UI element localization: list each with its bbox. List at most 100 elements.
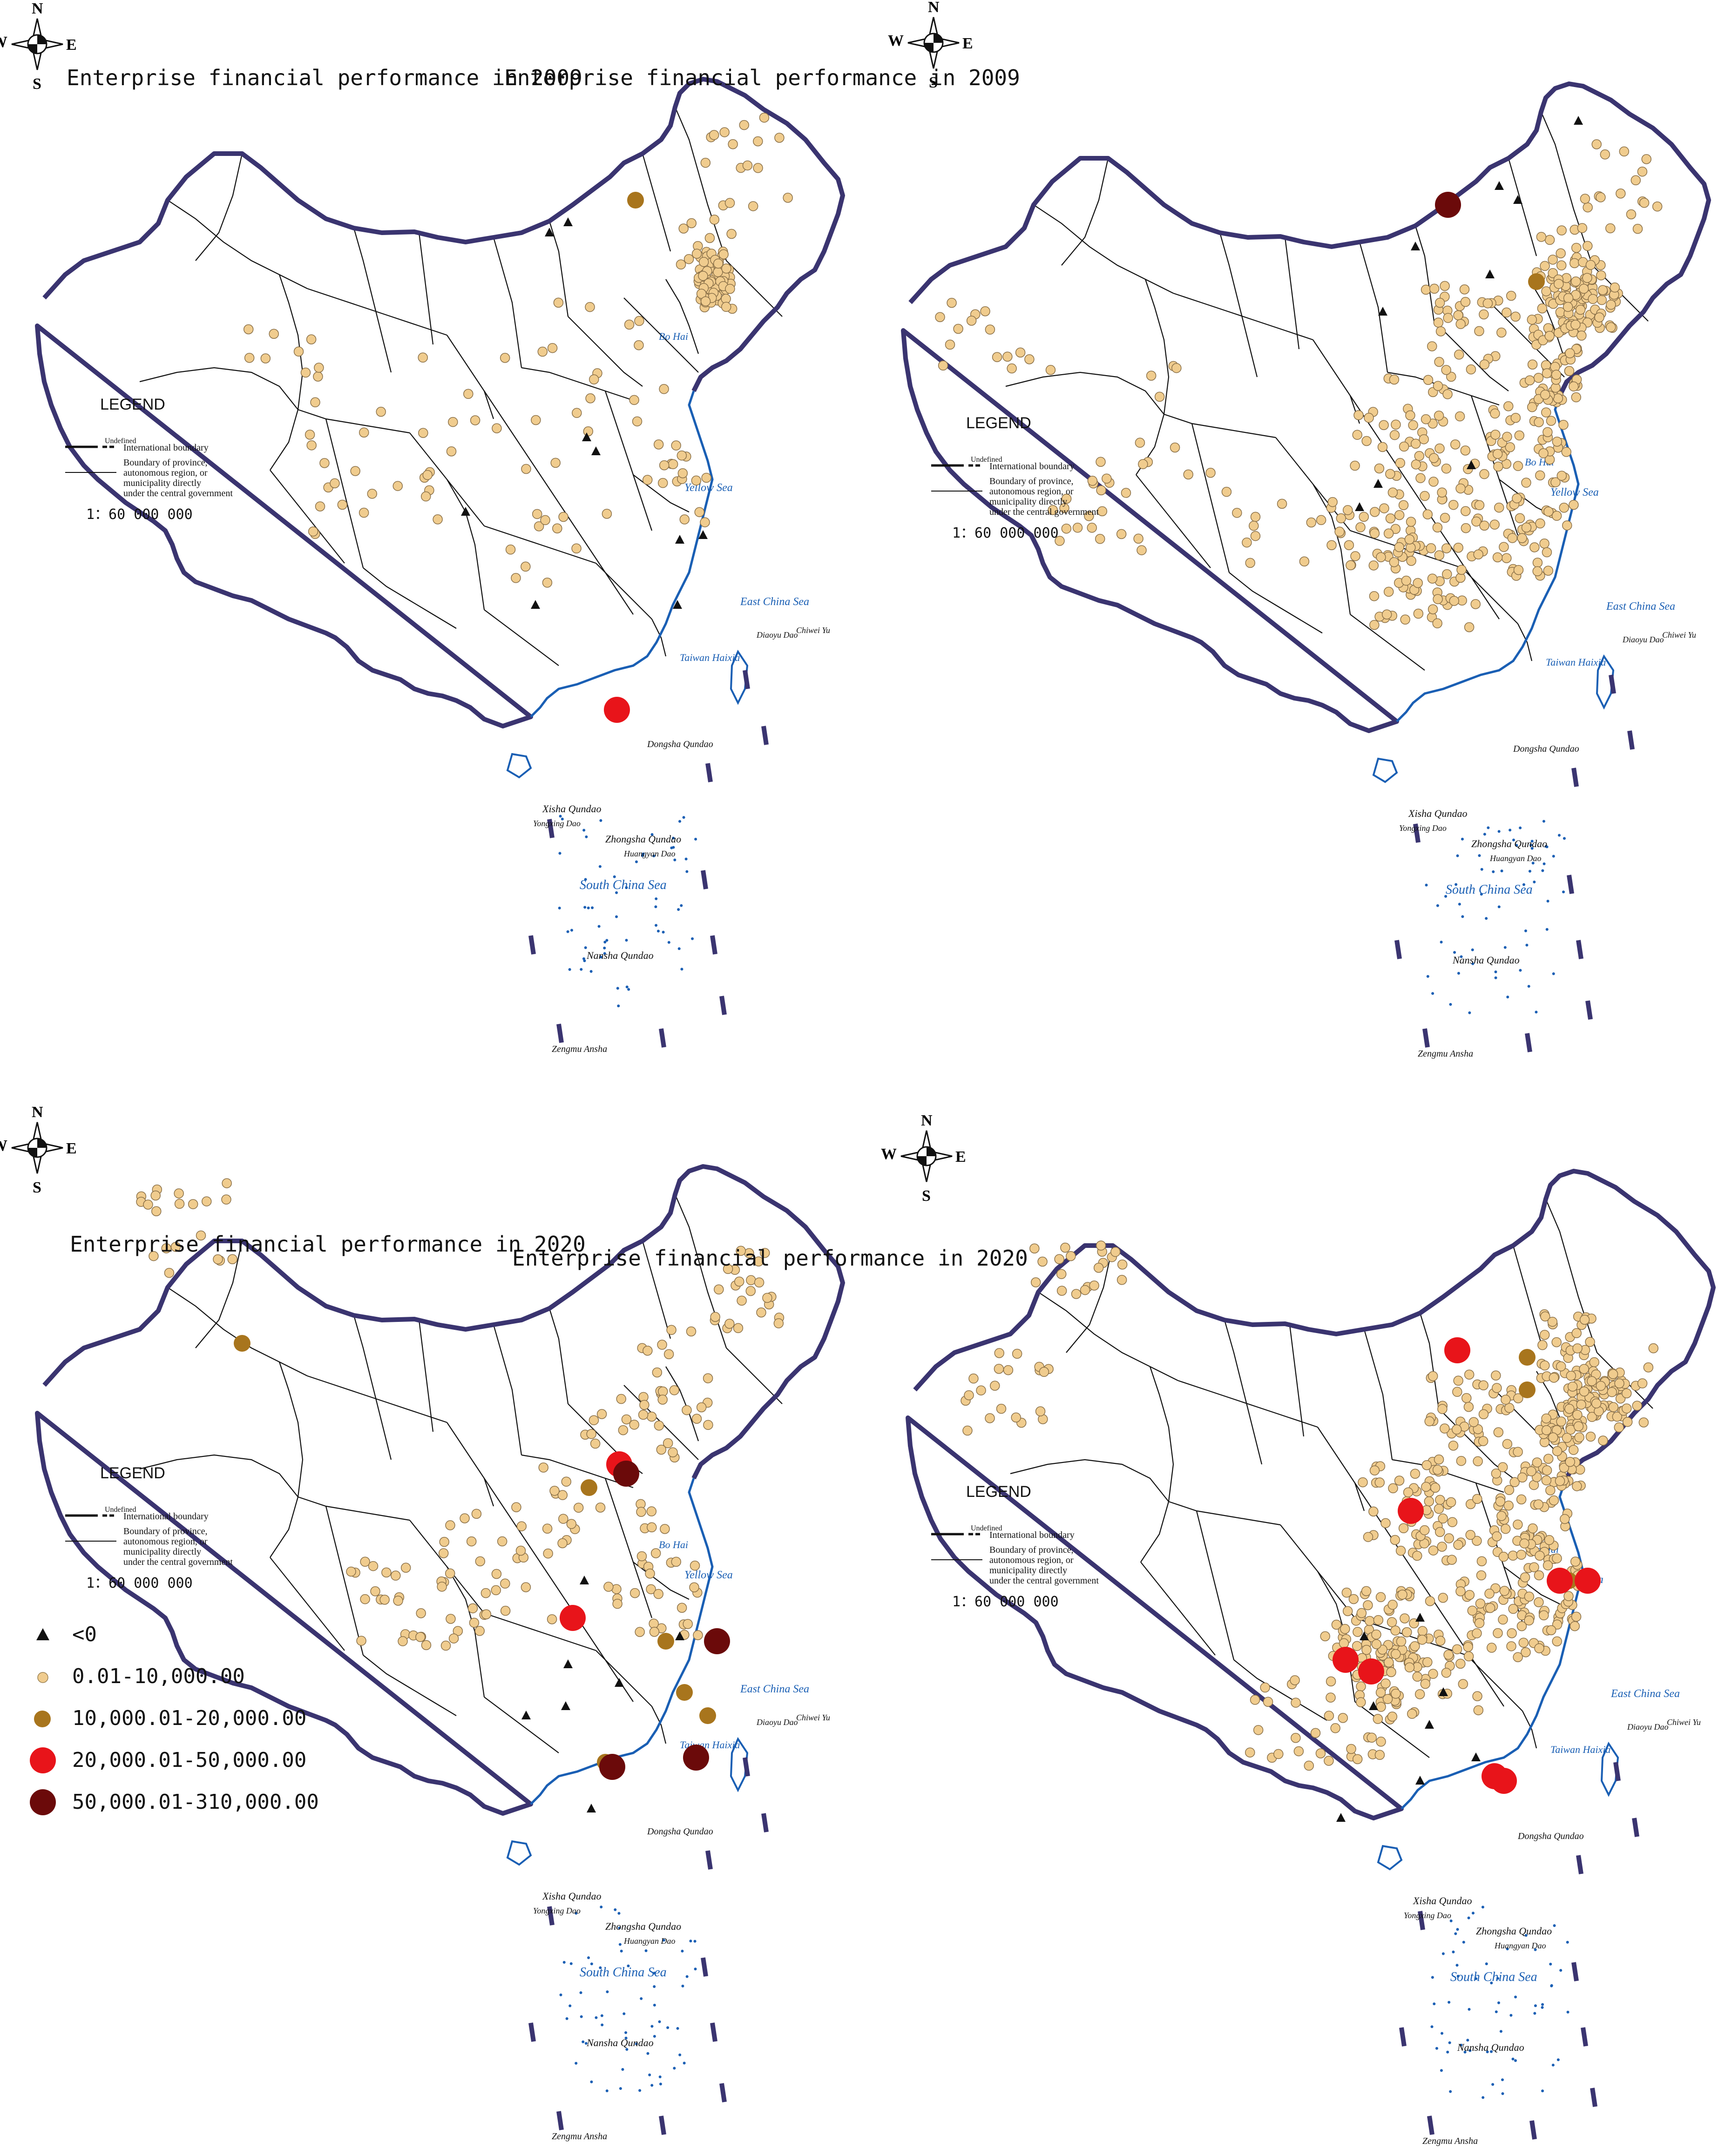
enterprise-point-small — [1527, 315, 1537, 325]
compass-e-label: E — [66, 1140, 77, 1157]
enterprise-point-small — [360, 1594, 370, 1604]
enterprise-point-small — [1556, 260, 1567, 270]
enterprise-point-small — [1564, 366, 1575, 376]
province-boundary — [1414, 225, 1435, 322]
enterprise-point-small — [446, 446, 457, 457]
enterprise-point-small — [759, 1248, 770, 1258]
enterprise-point-small — [422, 470, 433, 480]
enterprise-point-small — [691, 475, 702, 486]
enterprise-point-small — [1355, 522, 1366, 532]
enterprise-point-small — [1558, 419, 1569, 430]
enterprise-point-small — [682, 1405, 692, 1415]
maritime-boundary-dash — [1581, 2027, 1588, 2047]
island-dot — [682, 816, 685, 819]
maritime-boundary-dash — [743, 1757, 750, 1777]
enterprise-point-small — [690, 1560, 700, 1571]
enterprise-point-small — [1410, 438, 1421, 449]
island-dot — [1468, 2008, 1471, 2011]
enterprise-point-small — [1434, 357, 1444, 367]
enterprise-point-small — [1549, 1373, 1559, 1383]
island-dot — [605, 2089, 609, 2092]
island-dot — [650, 2025, 654, 2028]
enterprise-point-small — [227, 1254, 237, 1264]
enterprise-point-negative — [1439, 1687, 1448, 1696]
province-boundary — [558, 502, 634, 615]
place-label-taiwan_strait: Taiwan Haixia — [680, 652, 740, 663]
enterprise-point-small — [1536, 232, 1547, 242]
enterprise-point-small — [656, 1444, 667, 1455]
enterprise-point-small — [1582, 273, 1592, 283]
hainan-island — [506, 753, 532, 779]
enterprise-point-small — [1569, 381, 1579, 391]
enterprise-point-small — [1598, 1435, 1608, 1446]
enterprise-point-small — [1368, 560, 1379, 571]
maritime-boundary-dash — [701, 1957, 708, 1977]
enterprise-point-small — [1546, 1625, 1556, 1636]
enterprise-point-small — [679, 514, 690, 525]
china-map: Bo Hai Yellow Sea East China Sea Diaoyu Dao… — [35, 1164, 845, 2142]
enterprise-point-small — [1421, 1482, 1431, 1492]
enterprise-point-small — [1402, 1627, 1412, 1637]
compass-s-label: S — [33, 75, 41, 93]
enterprise-point-small — [1373, 1714, 1383, 1724]
island-dot — [583, 906, 587, 909]
enterprise-point-small — [668, 459, 678, 469]
province-boundary — [1191, 423, 1230, 573]
island-dot — [587, 1956, 590, 1960]
enterprise-point-small — [1369, 620, 1380, 630]
enterprise-point-small — [1420, 1678, 1431, 1689]
enterprise-point-small — [1527, 359, 1538, 370]
enterprise-point-small — [583, 426, 594, 437]
place-label-dongsha: Dongsha Qundao — [1513, 744, 1579, 754]
province-boundary — [1508, 158, 1537, 256]
enterprise-point-small — [480, 1588, 491, 1598]
enterprise-point-xlarge — [599, 1754, 625, 1780]
enterprise-point-small — [1352, 1754, 1363, 1765]
enterprise-point-small — [964, 1390, 974, 1401]
province-boundary — [1289, 1324, 1305, 1437]
enterprise-point-small — [1539, 1330, 1550, 1340]
enterprise-point-small — [1569, 258, 1580, 269]
enterprise-point-small — [1316, 515, 1326, 526]
island-dot — [1461, 915, 1464, 918]
enterprise-point-small — [1412, 1671, 1422, 1682]
island-dot — [685, 870, 689, 873]
island-dot — [650, 2084, 654, 2087]
enterprise-point-small — [1572, 1343, 1583, 1354]
enterprise-point-large — [1358, 1658, 1384, 1684]
enterprise-point-small — [310, 397, 320, 408]
enterprise-point-large — [1444, 1337, 1470, 1363]
enterprise-point-small — [1524, 1591, 1535, 1602]
enterprise-point-negative — [1360, 1631, 1369, 1640]
enterprise-point-small — [1061, 493, 1072, 504]
enterprise-point-small — [1453, 1375, 1463, 1386]
place-label-dongsha: Dongsha Qundao — [647, 1826, 713, 1837]
enterprise-point-small — [572, 408, 582, 418]
enterprise-point-small — [1508, 1550, 1518, 1561]
enterprise-point-small — [1456, 1455, 1467, 1466]
enterprise-point-small — [433, 514, 443, 525]
compass-icon: N S E W — [888, 0, 973, 91]
enterprise-point-small — [547, 1614, 557, 1624]
place-label-south_china_sea: South China Sea — [580, 878, 667, 892]
place-label-chiwei: Chiwei Yu — [796, 626, 830, 635]
enterprise-point-small — [1089, 1280, 1099, 1291]
enterprise-point-small — [1399, 441, 1409, 452]
legend-undefined-label: Undefined — [971, 456, 1002, 464]
enterprise-point-small — [1562, 520, 1572, 531]
enterprise-point-small — [1505, 442, 1516, 452]
enterprise-point-small — [1087, 476, 1098, 486]
enterprise-point-small — [1502, 307, 1512, 318]
enterprise-point-small — [1437, 487, 1447, 498]
island-dot — [1512, 838, 1515, 842]
province-boundary — [726, 260, 783, 317]
enterprise-point-small — [319, 458, 330, 468]
island-dot — [1531, 862, 1535, 865]
enterprise-point-small — [994, 1364, 1004, 1374]
province-boundary — [1350, 614, 1425, 671]
island-dot — [658, 2075, 662, 2079]
enterprise-point-small — [1290, 1675, 1300, 1685]
enterprise-point-small — [1434, 1527, 1445, 1537]
province-boundary — [1522, 1711, 1537, 1749]
